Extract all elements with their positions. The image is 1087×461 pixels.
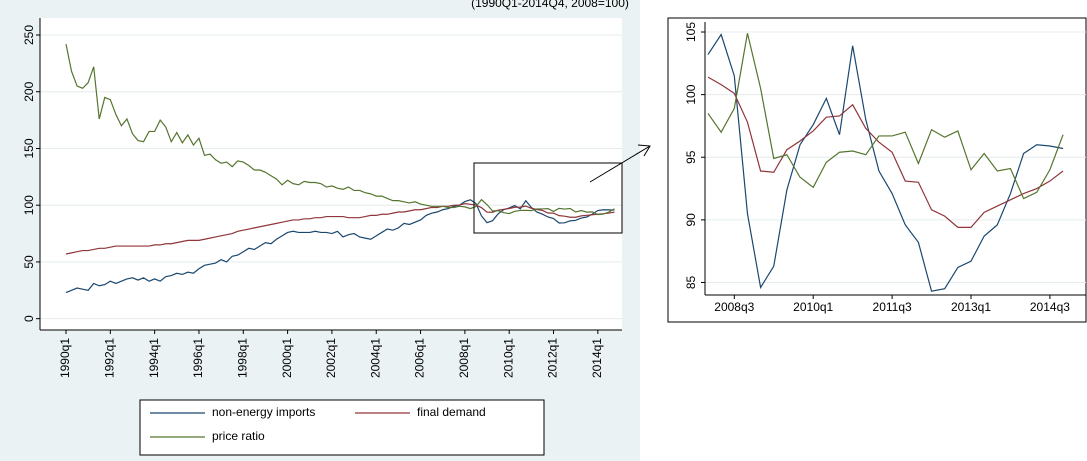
y-tick-label: 100: [22, 195, 36, 215]
series-line: [707, 33, 1064, 292]
zoom-arrowhead: [637, 144, 651, 157]
x-tick-label: 2008q1: [457, 338, 471, 378]
series-line: [65, 202, 615, 255]
y-tick-label: 150: [22, 138, 36, 158]
x-tick-label: 2002q1: [324, 338, 338, 378]
y-tick-label: 200: [22, 81, 36, 101]
legend-label: price ratio: [212, 429, 265, 443]
y-tick-label: 95: [684, 150, 698, 164]
x-tick-label: 1992q1: [102, 338, 116, 378]
x-tick-label: 2013q1: [951, 300, 991, 314]
series-line: [65, 43, 615, 216]
x-tick-label: 2000q1: [280, 338, 294, 378]
x-tick-label: 2004q1: [368, 338, 382, 378]
zoom-box: [473, 162, 623, 234]
y-tick-label: 250: [22, 25, 36, 45]
y-tick-label: 85: [684, 275, 698, 289]
legend-label: final demand: [417, 405, 486, 419]
x-tick-label: 2012q1: [546, 338, 560, 378]
x-tick-label: 2014q3: [1030, 300, 1070, 314]
x-tick-label: 2008q3: [714, 300, 754, 314]
series-line: [65, 199, 615, 294]
x-tick-label: 1994q1: [147, 338, 161, 378]
y-tick-label: 105: [684, 22, 698, 42]
x-tick-label: 2010q1: [793, 300, 833, 314]
x-tick-label: 1996q1: [191, 338, 205, 378]
series-line: [707, 33, 1064, 200]
main-plot-area: [40, 18, 622, 330]
inset-frame: [667, 17, 1087, 323]
legend: [139, 399, 545, 456]
y-tick-label: 50: [22, 255, 36, 269]
x-tick-label: 2014q1: [590, 338, 604, 378]
y-tick-label: 0: [22, 315, 36, 322]
subtitle: (1990Q1-2014Q4, 2008=100): [471, 0, 629, 10]
y-tick-label: 100: [684, 84, 698, 104]
y-tick-label: 90: [684, 213, 698, 227]
legend-label: non-energy imports: [212, 405, 315, 419]
x-tick-label: 2011q3: [873, 300, 912, 314]
x-tick-label: 1990q1: [58, 338, 72, 378]
x-tick-label: 1998q1: [235, 338, 249, 378]
x-tick-label: 2010q1: [501, 338, 515, 378]
x-tick-label: 2006q1: [413, 338, 427, 378]
series-line: [707, 76, 1064, 228]
zoom-arrow: [589, 145, 651, 183]
